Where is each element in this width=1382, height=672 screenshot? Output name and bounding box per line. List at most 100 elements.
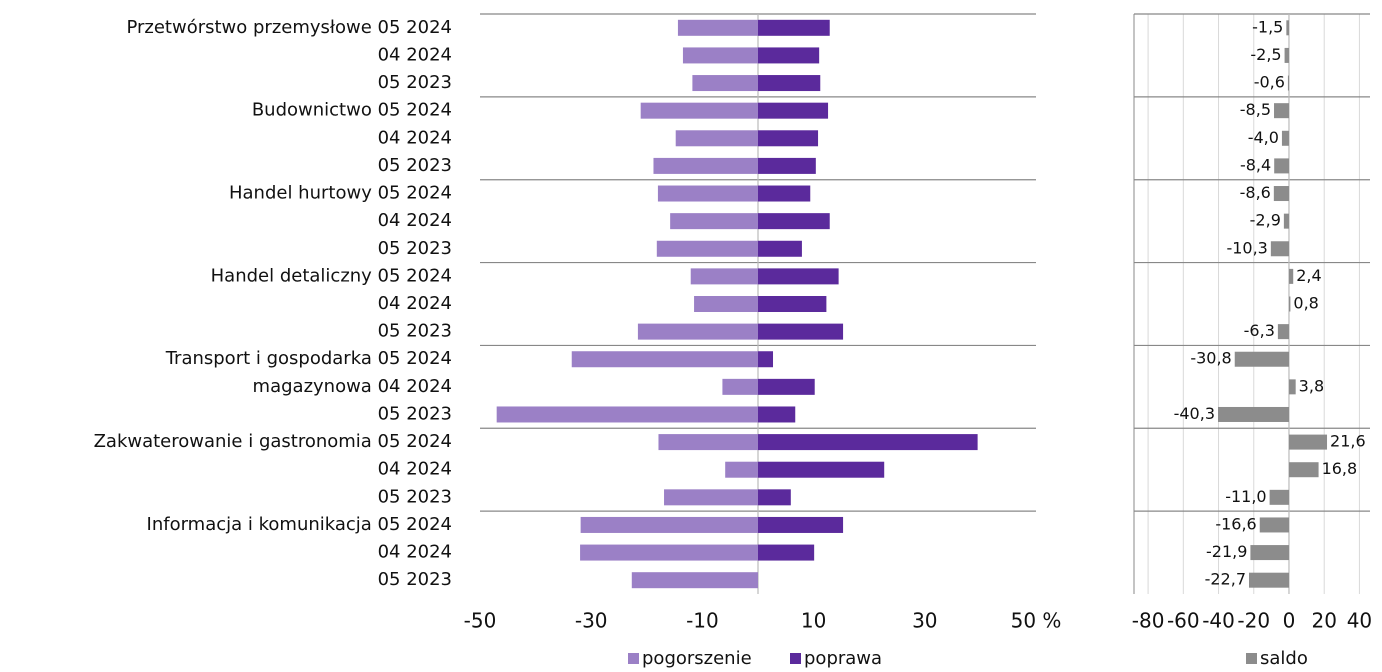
data-label: -8,6: [1240, 183, 1271, 202]
bar: [496, 406, 758, 423]
data-label: -40,3: [1174, 404, 1215, 423]
data-label: 16,8: [1322, 459, 1358, 478]
x-tick-label: -30: [575, 609, 608, 633]
category-label: Informacja i komunikacja 05 2024: [147, 514, 452, 535]
bar: [758, 544, 815, 561]
bar: [690, 268, 758, 285]
bar: [1288, 462, 1319, 478]
data-label: -2,5: [1250, 45, 1281, 64]
category-label: 04 2024: [378, 44, 452, 65]
data-label: 0,8: [1293, 294, 1318, 313]
category-label: Zakwaterowanie i gastronomia 05 2024: [94, 431, 452, 452]
data-label: -4,0: [1248, 128, 1279, 147]
bar: [571, 351, 758, 368]
bar: [758, 516, 844, 533]
x-tick-label: 20: [1311, 609, 1336, 633]
data-label: -2,9: [1250, 211, 1281, 230]
data-label: -30,8: [1190, 349, 1231, 368]
bar: [653, 157, 758, 174]
bar: [580, 516, 758, 533]
bar: [657, 185, 758, 202]
category-label: 05 2023: [378, 238, 452, 259]
legend-label: saldo: [1260, 648, 1308, 668]
category-label: 05 2023: [378, 486, 452, 507]
category-label: Budownictwo 05 2024: [252, 100, 452, 121]
category-label: 05 2023: [378, 569, 452, 590]
category-label: 04 2024: [378, 459, 452, 480]
category-label: 04 2024: [378, 127, 452, 148]
bar: [1288, 296, 1291, 312]
bar: [1286, 20, 1289, 36]
data-label: -16,6: [1215, 514, 1256, 533]
legend-swatch: [628, 653, 639, 664]
bar: [1259, 517, 1289, 533]
bar: [758, 213, 830, 230]
x-tick-label: -20: [1237, 609, 1270, 633]
bar: [1284, 47, 1289, 63]
data-label: -8,4: [1240, 155, 1271, 174]
bar: [1283, 213, 1289, 229]
x-tick-label: 50 %: [1011, 609, 1062, 633]
legend-label: poprawa: [804, 648, 882, 668]
bar: [1273, 186, 1289, 202]
bar: [758, 240, 802, 257]
bar: [580, 544, 758, 561]
x-tick-label: -40: [1202, 609, 1235, 633]
bar: [1288, 379, 1296, 395]
data-label: 2,4: [1296, 266, 1321, 285]
data-label: -1,5: [1252, 17, 1283, 36]
bar: [682, 47, 758, 64]
bar: [1287, 75, 1289, 91]
bar: [1234, 351, 1289, 367]
bar: [758, 268, 839, 285]
bar: [725, 461, 758, 478]
category-label: 05 2023: [378, 403, 452, 424]
data-label: -8,5: [1240, 100, 1271, 119]
bar: [758, 130, 819, 147]
bar: [722, 378, 758, 395]
bar: [670, 213, 758, 230]
bar: [637, 323, 758, 340]
data-label: -0,6: [1254, 73, 1285, 92]
bar: [1277, 324, 1289, 340]
bar: [758, 434, 978, 451]
bar: [758, 351, 774, 368]
category-label: 04 2024: [378, 542, 452, 563]
category-label: magazynowa 04 2024: [253, 376, 452, 397]
bar: [758, 406, 796, 423]
category-label: 04 2024: [378, 210, 452, 231]
bar: [758, 489, 791, 506]
data-label: 21,6: [1330, 432, 1366, 451]
x-tick-label: 10: [801, 609, 826, 633]
bar: [758, 47, 820, 64]
bar: [656, 240, 758, 257]
x-tick-label: -50: [464, 609, 497, 633]
category-label: 05 2023: [378, 321, 452, 342]
x-tick-label: -10: [686, 609, 719, 633]
bar: [758, 296, 827, 312]
data-label: -11,0: [1225, 487, 1266, 506]
bar: [758, 323, 844, 340]
bar: [694, 296, 758, 312]
bar: [1288, 434, 1328, 450]
bar: [1218, 406, 1289, 422]
data-label: -21,9: [1206, 542, 1247, 561]
legend-label: pogorszenie: [642, 648, 752, 668]
bar: [640, 102, 758, 119]
legend-swatch: [790, 653, 801, 664]
bar: [1288, 268, 1294, 284]
x-tick-label: 30: [912, 609, 937, 633]
data-label: -10,3: [1226, 238, 1267, 257]
bar: [631, 572, 758, 589]
category-label: Handel detaliczny 05 2024: [211, 265, 452, 286]
data-label: 3,8: [1299, 376, 1324, 395]
category-label: Transport i gospodarka 05 2024: [165, 348, 452, 369]
bar: [758, 461, 885, 478]
bar: [758, 185, 811, 202]
bar: [675, 130, 758, 147]
bar: [758, 75, 821, 92]
x-tick-label: 0: [1283, 609, 1296, 633]
bar: [677, 19, 758, 36]
category-label: Przetwórstwo przemysłowe 05 2024: [126, 17, 452, 38]
